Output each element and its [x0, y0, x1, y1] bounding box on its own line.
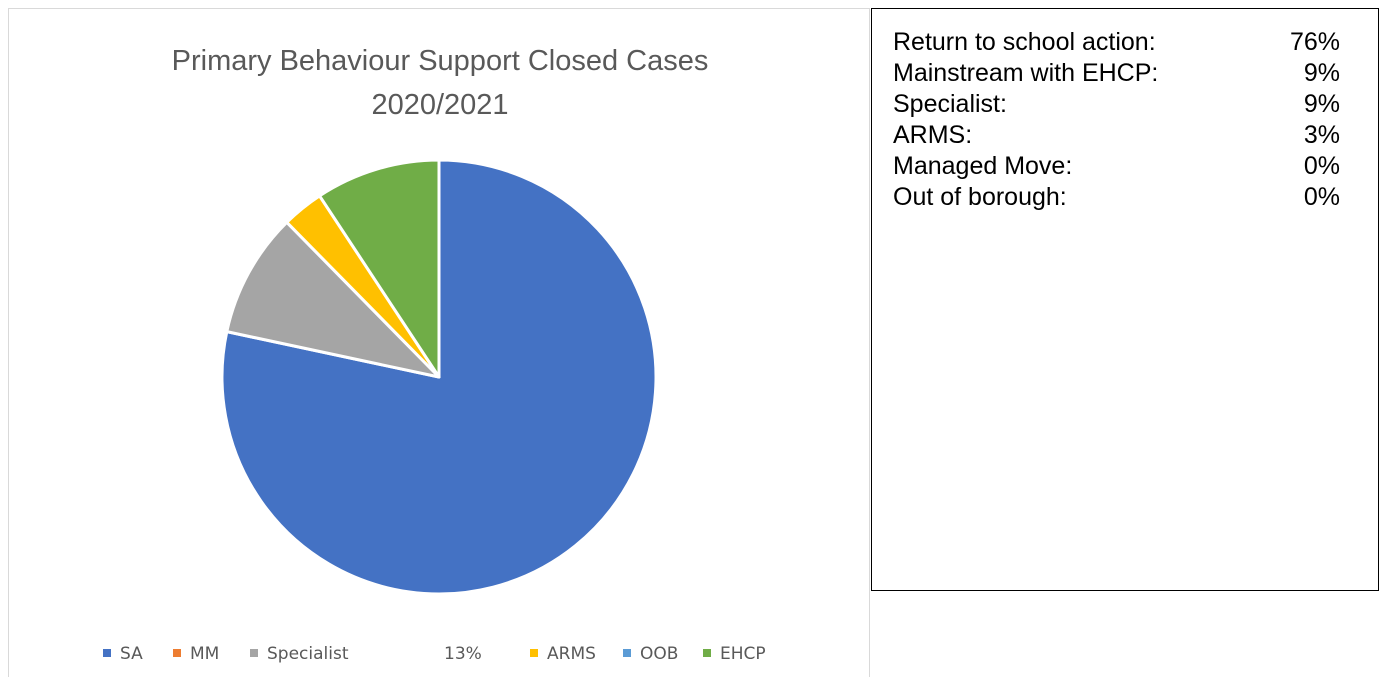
legend-swatch-oob — [623, 649, 631, 657]
stat-row-managed-move: Managed Move: 0% — [893, 151, 1340, 182]
stat-value: 0% — [1303, 152, 1340, 180]
legend-item-oob: OOB — [623, 641, 678, 667]
legend-swatch-sa — [103, 649, 111, 657]
chart-legend: SA MM Specialist 13% ARMS OOB EHCP — [9, 641, 871, 667]
stat-label: Out of borough: — [893, 183, 1067, 211]
pie-slice-specialist — [225, 220, 441, 379]
chart-title-line-2: 2020/2021 — [371, 89, 509, 121]
stat-label: Return to school action: — [893, 28, 1156, 56]
legend-label-ehcp: EHCP — [720, 644, 766, 664]
chart-panel: Primary Behaviour Support Closed Cases 2… — [8, 8, 870, 677]
stat-value: 0% — [1303, 183, 1340, 211]
stats-panel: Return to school action: 76% Mainstream … — [871, 8, 1379, 591]
stat-label: ARMS: — [893, 121, 973, 149]
legend-swatch-mm — [173, 649, 181, 657]
legend-label-mm: MM — [190, 644, 220, 664]
stat-row-out-of-borough: Out of borough: 0% — [893, 182, 1340, 213]
legend-item-mm: MM — [173, 641, 219, 667]
legend-item-arms: ARMS — [530, 641, 596, 667]
pie-chart — [220, 158, 658, 596]
legend-item-specialist: Specialist — [250, 641, 349, 667]
stat-value: 9% — [1303, 90, 1340, 118]
legend-swatch-arms — [530, 649, 538, 657]
chart-title-line-1: Primary Behaviour Support Closed Cases — [171, 45, 709, 77]
legend-label-specialist: Specialist — [267, 644, 349, 664]
stat-value: 76% — [1289, 28, 1340, 56]
legend-label-oob: OOB — [640, 644, 679, 664]
legend-item-sa: SA — [103, 641, 143, 667]
stat-label: Specialist: — [893, 90, 1007, 118]
stat-label: Managed Move: — [893, 152, 1073, 180]
chart-title: Primary Behaviour Support Closed Cases 2… — [9, 39, 871, 127]
legend-item-ehcp: EHCP — [703, 641, 766, 667]
stat-value: 9% — [1303, 59, 1340, 87]
legend-label-sa: SA — [120, 644, 143, 664]
stat-label: Mainstream with EHCP: — [893, 59, 1159, 87]
legend-label-arms: ARMS — [547, 644, 596, 664]
stat-row-mainstream-ehcp: Mainstream with EHCP: 9% — [893, 58, 1340, 89]
stat-value: 3% — [1303, 121, 1340, 149]
legend-extra-percentage: 13% — [444, 644, 482, 664]
legend-swatch-specialist — [250, 649, 258, 657]
stat-row-specialist: Specialist: 9% — [893, 89, 1340, 120]
pie-slice-ehcp — [318, 158, 441, 379]
stat-row-return-to-school: Return to school action: 76% — [893, 27, 1340, 58]
stat-row-arms: ARMS: 3% — [893, 120, 1340, 151]
legend-swatch-ehcp — [703, 649, 711, 657]
